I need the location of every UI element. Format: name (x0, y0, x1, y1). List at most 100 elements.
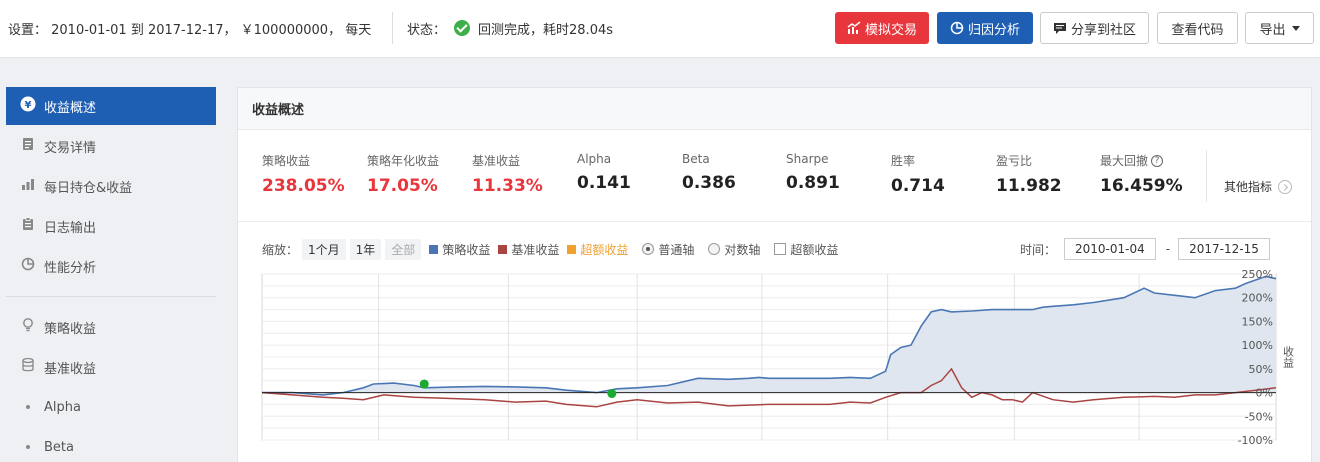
other-metrics-link[interactable]: 其他指标 (1224, 178, 1293, 195)
metric-max-drawdown: 最大回撤 ? 16.459% (1100, 152, 1183, 196)
share-community-button[interactable]: 分享到社区 (1040, 12, 1149, 44)
metric-value: 0.386 (682, 173, 736, 193)
trade-marker[interactable] (607, 389, 617, 399)
date-range-separator: - (1165, 242, 1171, 256)
metric-value: 0.714 (891, 176, 945, 196)
returns-chart: 250% 200% 150% 100% 50% 0% -50% -100% 收益 (261, 268, 1295, 447)
metric-value: 238.05% (262, 176, 345, 196)
metric-label: 盈亏比 (996, 154, 1033, 168)
y-tick-label: 150% (1242, 315, 1273, 328)
y-tick-label: -50% (1245, 410, 1273, 423)
metric-beta: Beta 0.386 (682, 152, 736, 193)
sidebar-item-label: 策略收益 (44, 321, 97, 337)
dot-icon (26, 405, 30, 409)
overview-panel: 收益概述 策略收益 238.05% 策略年化收益 17.05% 基准收益 11.… (237, 87, 1312, 462)
legend-benchmark[interactable]: 基准收益 (498, 241, 559, 258)
legend-excess[interactable]: 超额收益 (567, 241, 628, 258)
normal-axis-radio[interactable] (642, 243, 655, 255)
attribution-analysis-label: 归因分析 (967, 22, 1020, 38)
sidebar-item-strategy-return[interactable]: 策略收益 (6, 308, 216, 346)
sidebar-item-label: 收益概述 (44, 100, 97, 116)
sidebar-item-label: 每日持仓&收益 (44, 180, 133, 196)
clipboard-icon (20, 217, 36, 235)
panel-title: 收益概述 (238, 88, 1311, 130)
simulate-trade-button[interactable]: 模拟交易 (835, 12, 929, 44)
benchmark-line (261, 367, 1277, 408)
legend-label: 超额收益 (580, 242, 629, 257)
help-icon[interactable]: ? (1151, 154, 1164, 167)
y-tick-label: 0% (1256, 387, 1273, 400)
export-label: 导出 (1259, 22, 1286, 38)
sidebar-item-label: 性能分析 (44, 260, 97, 276)
database-icon (20, 357, 36, 376)
legend-strategy[interactable]: 策略收益 (429, 241, 490, 258)
legend-swatch (498, 244, 508, 254)
metric-label: 策略年化收益 (367, 154, 440, 168)
start-date-input[interactable]: 2010-01-04 (1064, 238, 1156, 260)
y-axis-ticks: 250% 200% 150% 100% 50% 0% -50% -100% (1238, 268, 1273, 447)
zoom-label: 缩放： (262, 242, 299, 257)
sidebar-item-label: 日志输出 (44, 220, 97, 236)
end-date-input[interactable]: 2017-12-15 (1178, 238, 1270, 260)
zoom-all[interactable]: 全部 (385, 238, 422, 260)
sidebar-item-label: 交易详情 (44, 140, 97, 156)
metric-profit-loss-ratio: 盈亏比 11.982 (996, 152, 1062, 196)
caret-down-icon (1291, 25, 1300, 31)
attribution-analysis-button[interactable]: 归因分析 (937, 12, 1033, 44)
excess-return-checkbox-label: 超额收益 (790, 242, 839, 257)
sidebar-item-trade-details[interactable]: 交易详情 (6, 127, 216, 165)
y-tick-label: 50% (1249, 363, 1273, 376)
metric-value: 0.141 (577, 173, 631, 193)
metric-benchmark-return: 基准收益 11.33% (472, 152, 543, 196)
metric-label: Sharpe (786, 152, 829, 166)
sidebar-item-benchmark-return[interactable]: 基准收益 (6, 348, 216, 386)
pie-icon (950, 21, 964, 35)
document-icon (20, 137, 36, 155)
sidebar-item-beta[interactable]: Beta (6, 428, 216, 462)
y-tick-label: 100% (1242, 339, 1273, 352)
metric-sharpe: Sharpe 0.891 (786, 152, 840, 193)
sidebar-item-log-output[interactable]: 日志输出 (6, 207, 216, 245)
status-text: 回测完成，耗时28.04s (478, 22, 614, 38)
log-axis-radio[interactable] (708, 243, 721, 255)
dot-icon (26, 445, 30, 449)
trade-marker[interactable] (419, 379, 429, 389)
trend-icon (847, 21, 861, 34)
comment-icon (1053, 23, 1066, 34)
metric-value: 11.33% (472, 176, 543, 196)
metric-value: 17.05% (367, 176, 438, 196)
metric-value: 16.459% (1100, 176, 1183, 196)
sidebar-item-performance[interactable]: 性能分析 (6, 247, 216, 285)
sidebar-item-label: 基准收益 (44, 361, 97, 377)
y-tick-label: -100% (1238, 434, 1273, 447)
sidebar-item-alpha[interactable]: Alpha (6, 388, 216, 426)
metric-label: 策略收益 (262, 154, 311, 168)
strategy-line (262, 275, 1277, 396)
metric-value: 11.982 (996, 176, 1062, 196)
sidebar-item-label: Beta (44, 439, 74, 455)
other-metrics-label: 其他指标 (1224, 180, 1273, 194)
zoom-1-year[interactable]: 1年 (349, 238, 382, 260)
yen-icon: ¥ (20, 96, 36, 116)
sidebar-item-overview[interactable]: ¥ 收益概述 (6, 87, 216, 125)
excess-return-checkbox[interactable] (774, 243, 787, 255)
log-axis-label: 对数轴 (724, 242, 761, 257)
metrics-row: 策略收益 238.05% 策略年化收益 17.05% 基准收益 11.33% A… (238, 130, 1311, 222)
sidebar-item-daily-positions[interactable]: 每日持仓&收益 (6, 167, 216, 205)
view-code-label: 查看代码 (1171, 22, 1224, 38)
share-community-label: 分享到社区 (1070, 22, 1136, 38)
metric-strategy-return: 策略收益 238.05% (262, 152, 345, 196)
svg-text:¥: ¥ (25, 100, 32, 111)
chart-controls: 缩放： 1个月 1年 全部 策略收益 基准收益 超额收益 普通轴 对数轴 超额收… (262, 238, 838, 260)
metric-value: 0.891 (786, 173, 840, 193)
strategy-area (262, 276, 1276, 395)
normal-axis-label: 普通轴 (658, 242, 695, 257)
sidebar-item-label: Alpha (44, 399, 81, 415)
export-dropdown-button[interactable]: 导出 (1245, 12, 1314, 44)
metric-label-wrap: 最大回撤 ? (1100, 152, 1183, 169)
metric-win-rate: 胜率 0.714 (891, 152, 945, 196)
zoom-1-month[interactable]: 1个月 (302, 238, 346, 260)
view-code-button[interactable]: 查看代码 (1157, 12, 1238, 44)
legend-swatch (429, 244, 439, 254)
y-axis-label: 收益 (1282, 345, 1295, 368)
